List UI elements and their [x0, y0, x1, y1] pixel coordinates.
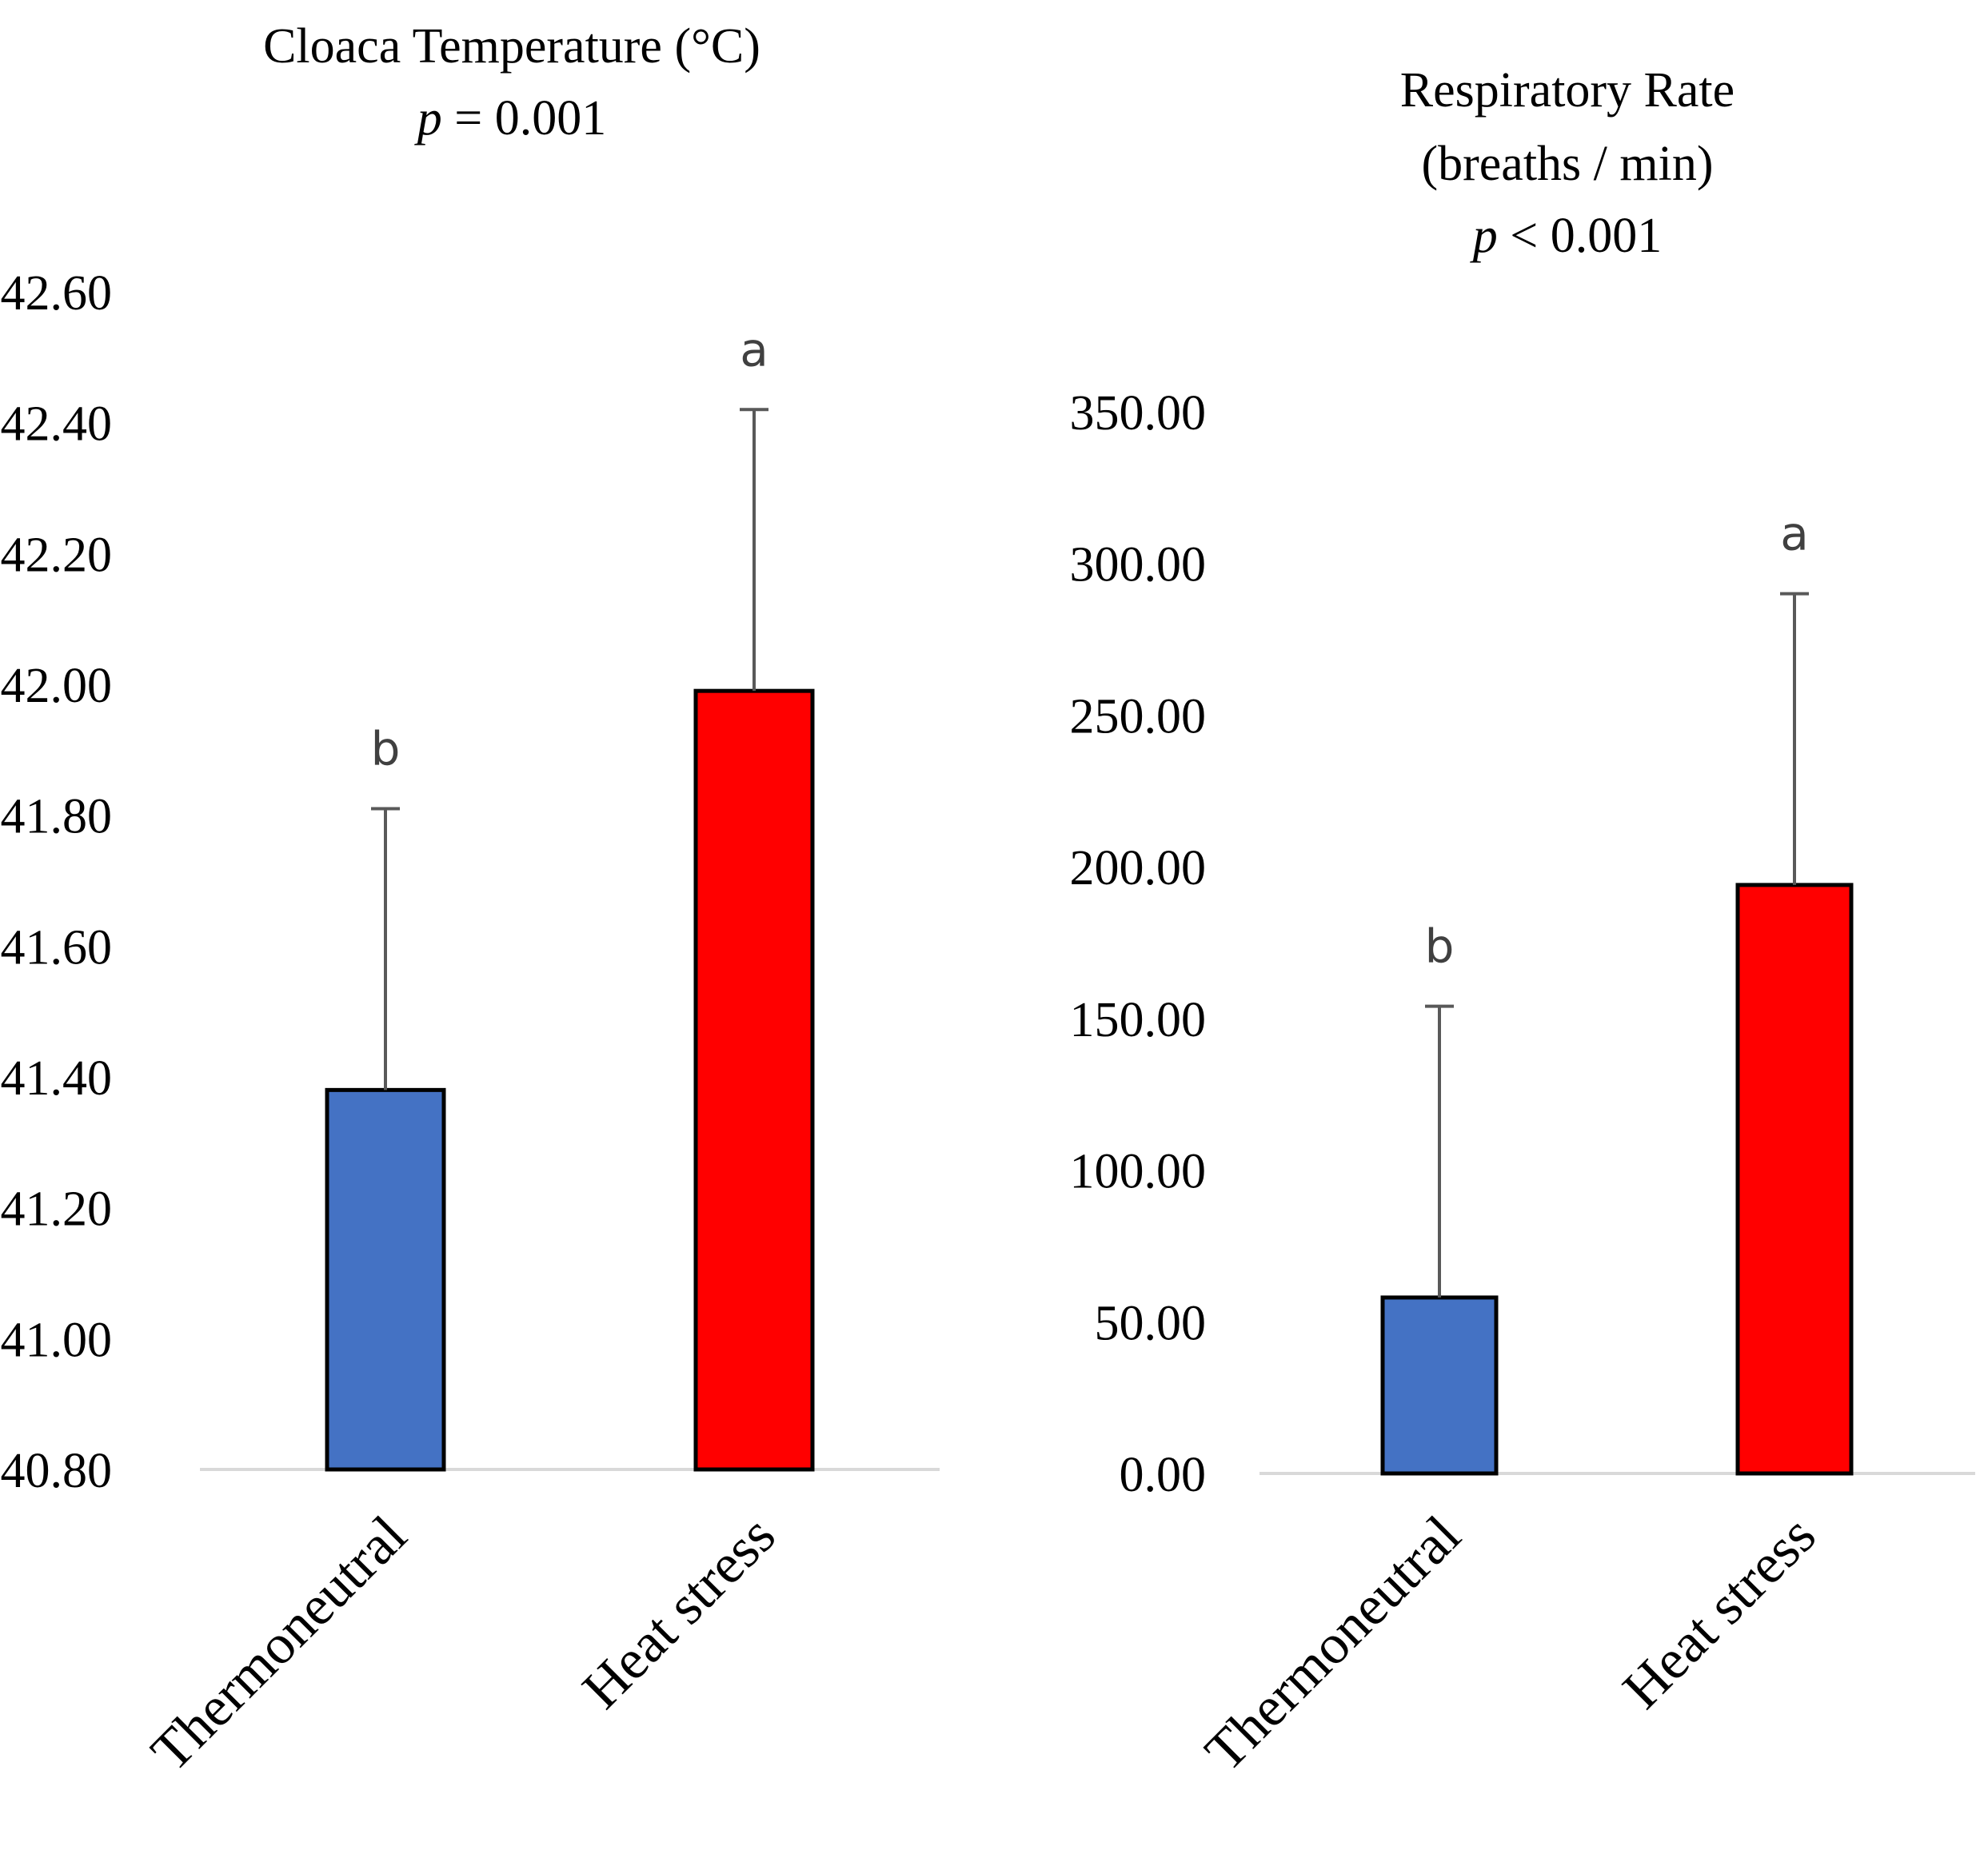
chart2-p-label: p: [1470, 209, 1498, 263]
chart1-p-label: p: [414, 91, 442, 146]
y-tick-label: 41.00: [1, 1313, 113, 1367]
chart1-bars: ba: [325, 322, 815, 1472]
bar-heat-stress: [693, 688, 815, 1472]
y-tick-label: 42.60: [1, 266, 113, 321]
chart1-category-labels: Thermoneutral Heat stress: [140, 1505, 788, 1784]
category-label: Heat stress: [1611, 1505, 1827, 1720]
cloaca-temperature-chart: Cloaca Temperature (°C) p = 0.001 42.604…: [1, 19, 940, 1783]
y-tick-label: 42.40: [1, 397, 113, 452]
chart1-y-axis-ticks: 42.60 42.40 42.20 42.00 41.80 41.60 41.40 41.20…: [1, 266, 113, 1498]
y-tick-label: 42.00: [1, 659, 113, 713]
bar-thermoneutral: [325, 1087, 446, 1472]
y-tick-label: 0.00: [1120, 1448, 1207, 1502]
significance-letter: a: [1780, 507, 1809, 561]
chart1-p-value: p = 0.001: [414, 91, 606, 146]
y-tick-label: 42.20: [1, 528, 113, 582]
y-tick-label: 41.40: [1, 1051, 113, 1106]
bar-thermoneutral: [1380, 1295, 1499, 1476]
chart2-p-value: p < 0.001: [1470, 209, 1662, 263]
chart2-title-line1: Respiratory Rate: [1400, 63, 1735, 118]
y-tick-label: 50.00: [1095, 1296, 1207, 1350]
y-tick-label: 150.00: [1070, 993, 1207, 1047]
y-tick-label: 100.00: [1070, 1145, 1207, 1199]
chart2-bars: ba: [1380, 507, 1854, 1476]
y-tick-label: 200.00: [1070, 841, 1207, 895]
category-label: Thermoneutral: [1194, 1505, 1473, 1784]
y-tick-label: 250.00: [1070, 689, 1207, 744]
y-tick-label: 350.00: [1070, 386, 1207, 441]
chart2-p-rest: < 0.001: [1498, 209, 1662, 263]
y-tick-label: 41.60: [1, 920, 113, 975]
chart1-p-rest: = 0.001: [442, 91, 606, 146]
chart2-title-line2: (breaths / min): [1421, 137, 1713, 191]
significance-letter: b: [371, 721, 401, 775]
bar-heat-stress: [1735, 883, 1854, 1476]
y-tick-label: 300.00: [1070, 538, 1207, 592]
y-tick-label: 41.20: [1, 1182, 113, 1237]
category-label: Heat stress: [571, 1505, 787, 1720]
significance-letter: b: [1425, 919, 1455, 974]
y-tick-label: 41.80: [1, 790, 113, 844]
chart2-category-labels: Thermoneutral Heat stress: [1194, 1505, 1828, 1784]
significance-letter: a: [740, 322, 768, 377]
respiratory-rate-chart: Respiratory Rate (breaths / min) p < 0.0…: [1070, 63, 1975, 1784]
chart1-title: Cloaca Temperature (°C): [263, 19, 760, 74]
y-tick-label: 40.80: [1, 1444, 113, 1498]
chart2-y-axis-ticks: 350.00 300.00 250.00 200.00 150.00 100.00 50.0…: [1070, 386, 1207, 1502]
category-label: Thermoneutral: [140, 1505, 419, 1784]
